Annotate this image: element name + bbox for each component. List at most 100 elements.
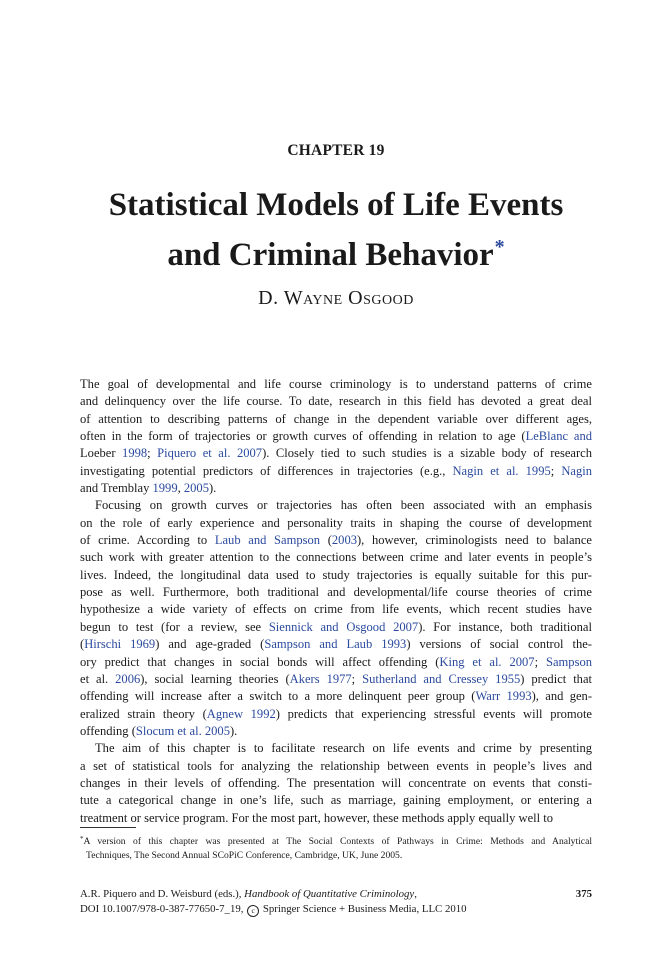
citation-link[interactable]: Nagin bbox=[561, 463, 593, 478]
body-text-segment: ). Closely tied to such studies is a siz… bbox=[262, 446, 592, 461]
body-line: hypothesize a wide variety of effects on… bbox=[80, 601, 592, 618]
body-text-segment: often in the form of trajectories or gro… bbox=[80, 429, 526, 444]
body-text-segment: ; bbox=[147, 446, 158, 461]
citation-link[interactable]: Slocum et al. 2005 bbox=[135, 723, 230, 738]
body-text-segment: ; bbox=[534, 654, 546, 669]
body-text-segment: Loeber bbox=[80, 446, 123, 461]
body-line: et al. 2006), social learning theories (… bbox=[80, 671, 592, 688]
body-line: Focusing on growth curves or trajectorie… bbox=[80, 497, 592, 514]
body-text-segment: ), and gen- bbox=[531, 689, 592, 704]
body-line: a set of statistical tools for analyzing… bbox=[80, 758, 592, 775]
footer-publisher: Springer Science + Business Media, LLC 2… bbox=[260, 903, 467, 915]
body-line: tute a categorical change in one’s life,… bbox=[80, 792, 592, 809]
body-line: such work with greater attention to the … bbox=[80, 549, 592, 566]
body-text-segment: Focusing on growth curves or trajectorie… bbox=[95, 498, 592, 513]
citation-link[interactable]: Warr 1993 bbox=[475, 689, 532, 704]
body-text-segment: offending ( bbox=[80, 723, 136, 738]
citation-link[interactable]: Sutherland and Cressey 1955 bbox=[362, 671, 521, 686]
body-text-segment: ). bbox=[229, 723, 238, 738]
body-text-segment: ; bbox=[351, 671, 363, 686]
body-text-segment: et al. bbox=[80, 671, 116, 686]
body-text-segment: ; bbox=[550, 463, 562, 478]
body-text-segment: ) versions of social control the- bbox=[406, 637, 592, 652]
body-line: on the role of early experience and pers… bbox=[80, 515, 592, 532]
footer-doi: DOI 10.1007/978-0-387-77650-7_19, bbox=[80, 903, 247, 915]
body-line: of crime. According to Laub and Sampson … bbox=[80, 532, 592, 549]
body-text-segment: ( bbox=[320, 533, 332, 548]
body-line: and Tremblay 1999, 2005). bbox=[80, 480, 592, 497]
body-text-segment: ( bbox=[80, 637, 85, 652]
body-text-segment: begun to test (for a review, see bbox=[80, 619, 269, 634]
body-text-segment: changes in their levels of offending. Th… bbox=[80, 775, 592, 790]
body-line: pose as well. Furthermore, both traditio… bbox=[80, 584, 592, 601]
body-text-segment: ) predicts that experiencing stressful e… bbox=[275, 706, 593, 721]
body-text-segment: investigating potential predictors of di… bbox=[80, 463, 453, 478]
body-text-segment: ), social learning theories ( bbox=[140, 671, 290, 686]
body-text: The goal of developmental and life cours… bbox=[80, 376, 592, 827]
body-line: (Hirschi 1969) and age-graded (Sampson a… bbox=[80, 636, 592, 653]
body-line: lives. Indeed, the longitudinal data use… bbox=[80, 567, 592, 584]
footnote-line-1: A version of this chapter was presented … bbox=[83, 836, 593, 847]
body-line: of attention to describing patterns of c… bbox=[80, 411, 592, 428]
body-line: often in the form of trajectories or gro… bbox=[80, 428, 592, 445]
page-footer: A.R. Piquero and D. Weisburd (eds.), Han… bbox=[80, 887, 592, 917]
body-text-segment: eralized strain theory ( bbox=[80, 706, 207, 721]
body-text-segment: treatment or service program. For the mo… bbox=[80, 810, 554, 825]
body-line: treatment or service program. For the mo… bbox=[80, 810, 592, 827]
body-text-segment: and delinquency over the life course. To… bbox=[80, 394, 592, 409]
footer-editors: A.R. Piquero and D. Weisburd (eds.), bbox=[80, 888, 245, 900]
citation-link[interactable]: Siennick and Osgood 2007 bbox=[268, 619, 419, 634]
body-line: ory predict that changes in social bonds… bbox=[80, 654, 592, 671]
citation-link[interactable]: 1999 bbox=[152, 481, 178, 496]
body-line: changes in their levels of offending. Th… bbox=[80, 775, 592, 792]
footnote: *A version of this chapter was presented… bbox=[80, 832, 592, 863]
body-text-segment: offending will increase after a switch t… bbox=[80, 689, 476, 704]
body-line: offending will increase after a switch t… bbox=[80, 688, 592, 705]
footnote-rule bbox=[80, 827, 136, 828]
body-text-segment: hypothesize a wide variety of effects on… bbox=[80, 602, 592, 617]
citation-link[interactable]: Sampson bbox=[545, 654, 592, 669]
citation-link[interactable]: Nagin et al. 1995 bbox=[452, 463, 551, 478]
body-text-segment: a set of statistical tools for analyzing… bbox=[80, 758, 592, 773]
footnote-line-2: Techniques, The Second Annual SCoPiC Con… bbox=[86, 850, 403, 861]
citation-link[interactable]: Sampson and Laub 1993 bbox=[264, 637, 407, 652]
copyright-icon: c bbox=[247, 905, 260, 917]
chapter-title: Statistical Models of Life Events and Cr… bbox=[0, 184, 672, 276]
body-text-segment: , bbox=[177, 481, 184, 496]
citation-link[interactable]: 2006 bbox=[115, 671, 141, 686]
body-line: The aim of this chapter is to facilitate… bbox=[80, 740, 592, 757]
citation-link[interactable]: Laub and Sampson bbox=[214, 533, 321, 548]
citation-link[interactable]: Akers 1977 bbox=[289, 671, 352, 686]
citation-link[interactable]: King et al. 2007 bbox=[439, 654, 535, 669]
citation-link[interactable]: Agnew 1992 bbox=[206, 706, 276, 721]
chapter-title-line-2: and Criminal Behavior bbox=[167, 237, 494, 273]
body-text-segment: The goal of developmental and life cours… bbox=[80, 377, 592, 391]
body-text-segment: ) and age-graded ( bbox=[155, 637, 265, 652]
body-text-segment: of attention to describing patterns of c… bbox=[80, 411, 592, 426]
body-text-segment: on the role of early experience and pers… bbox=[80, 515, 592, 530]
body-text-segment: ), however, criminologists need to balan… bbox=[356, 533, 592, 548]
body-line: begun to test (for a review, see Siennic… bbox=[80, 619, 592, 636]
citation-link[interactable]: Hirschi 1969 bbox=[84, 637, 156, 652]
body-text-segment: and Tremblay bbox=[80, 481, 153, 496]
citation-link[interactable]: 2003 bbox=[331, 533, 357, 548]
body-text-segment: of crime. According to bbox=[80, 533, 215, 548]
body-text-segment: tute a categorical change in one’s life,… bbox=[80, 793, 592, 808]
body-line: Loeber 1998; Piquero et al. 2007). Close… bbox=[80, 445, 592, 462]
footer-book-title-suffix: , bbox=[414, 888, 417, 900]
author-name: D. Wayne Osgood bbox=[0, 287, 672, 310]
body-line: eralized strain theory (Agnew 1992) pred… bbox=[80, 706, 592, 723]
body-text-segment: ) predict that bbox=[520, 671, 593, 686]
body-line: investigating potential predictors of di… bbox=[80, 463, 592, 480]
citation-link[interactable]: 2005 bbox=[183, 481, 209, 496]
body-text-segment: The aim of this chapter is to facilitate… bbox=[95, 741, 592, 756]
citation-link[interactable]: Piquero et al. 2007 bbox=[157, 446, 263, 461]
body-line: The goal of developmental and life cours… bbox=[80, 376, 592, 393]
citation-link[interactable]: 1998 bbox=[122, 446, 148, 461]
page-number: 375 bbox=[575, 888, 592, 900]
citation-link[interactable]: LeBlanc and bbox=[525, 429, 592, 444]
body-text-segment: such work with greater attention to the … bbox=[80, 550, 592, 565]
title-footnote-link[interactable]: * bbox=[494, 236, 505, 258]
body-line: and delinquency over the life course. To… bbox=[80, 393, 592, 410]
body-text-segment: ). bbox=[208, 481, 217, 496]
